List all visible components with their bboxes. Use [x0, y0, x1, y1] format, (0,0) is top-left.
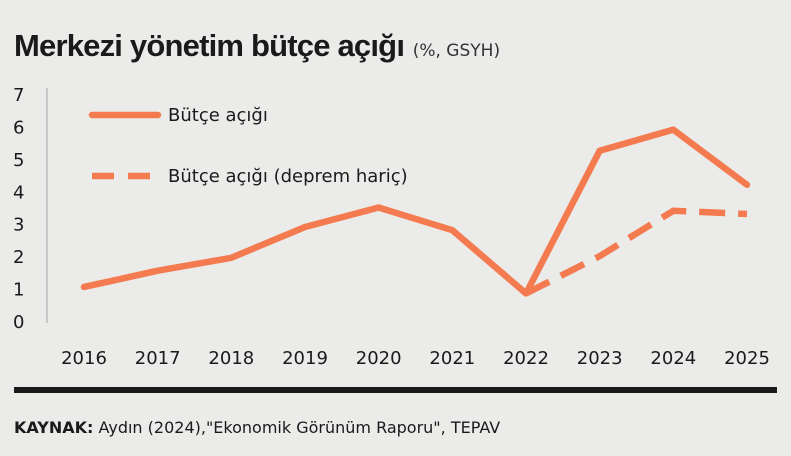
y-tick-label: 1 — [13, 280, 24, 301]
chart-title: Merkezi yönetim bütçe açığı — [14, 28, 405, 63]
y-axis: 0 1 2 3 4 5 6 7 — [13, 85, 48, 333]
y-tick-label: 7 — [13, 85, 24, 106]
legend-dashed-label: Bütçe açığı (deprem hariç) — [168, 166, 408, 187]
y-tick-label: 5 — [13, 150, 24, 171]
y-tick-label: 4 — [13, 182, 24, 203]
x-tick-label: 2024 — [650, 348, 696, 369]
source-note: KAYNAK: Aydın (2024),"Ekonomik Görünüm R… — [14, 418, 500, 437]
x-tick-label: 2018 — [208, 348, 254, 369]
source-text: Aydın (2024),"Ekonomik Görünüm Raporu", … — [98, 418, 501, 437]
series-layer — [80, 126, 751, 297]
x-tick-label: 2019 — [282, 348, 328, 369]
y-tick-label: 6 — [13, 117, 24, 138]
legend: Bütçe açığı Bütçe açığı (deprem hariç) — [88, 105, 408, 187]
x-tick-label: 2023 — [577, 348, 623, 369]
x-tick-label: 2022 — [503, 348, 549, 369]
x-tick-label: 2017 — [135, 348, 181, 369]
x-tick-label: 2020 — [356, 348, 402, 369]
series-line-deprem-haric — [524, 207, 748, 297]
legend-solid-label: Bütçe açığı — [168, 105, 268, 126]
chart-title-row: Merkezi yönetim bütçe açığı (%, GSYH) — [14, 28, 500, 64]
x-axis: 2016 2017 2018 2019 2020 2021 2022 2023 2024 2025 — [61, 348, 770, 369]
x-tick-label: 2021 — [429, 348, 475, 369]
series-line-butce-acigi — [80, 126, 751, 297]
x-tick-label: 2016 — [61, 348, 107, 369]
chart-subtitle: (%, GSYH) — [412, 41, 501, 61]
x-tick-label: 2025 — [724, 348, 770, 369]
y-tick-label: 2 — [13, 247, 24, 268]
y-tick-label: 3 — [13, 215, 24, 236]
bottom-rule — [14, 387, 777, 393]
y-tick-label: 0 — [13, 312, 24, 333]
source-label: KAYNAK: — [14, 418, 94, 437]
